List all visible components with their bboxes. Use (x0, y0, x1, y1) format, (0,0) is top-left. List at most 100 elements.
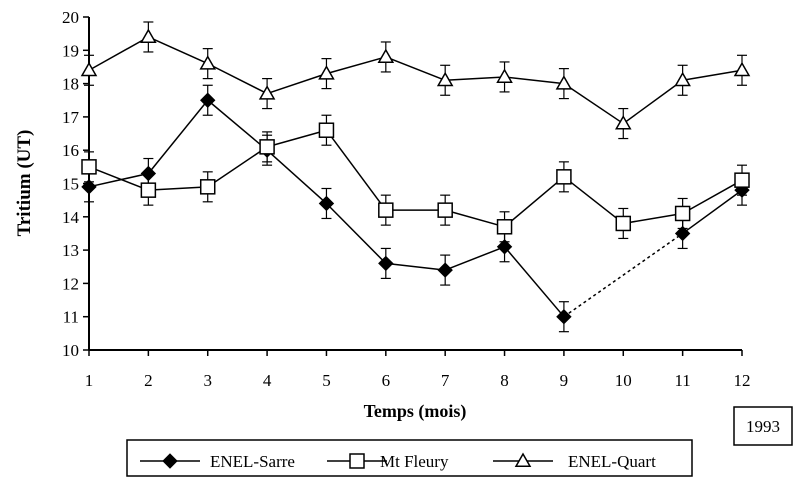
data-point (378, 255, 394, 272)
y-tick-label: 19 (62, 41, 79, 60)
y-tick-label: 11 (63, 308, 79, 327)
series-line-segment (88, 166, 149, 191)
series-line-segment (623, 212, 683, 225)
y-tick-label: 14 (62, 208, 80, 227)
series-layer (80, 21, 751, 333)
y-tick-label: 20 (62, 8, 79, 27)
series-line-segment (563, 176, 624, 225)
data-point (556, 308, 572, 325)
x-tick-label: 3 (203, 371, 212, 390)
series-line-segment (563, 82, 624, 125)
data-point (318, 122, 335, 138)
x-axis-label: Temps (mois) (364, 401, 467, 422)
series-line-segment (266, 149, 327, 205)
data-point (674, 71, 691, 87)
series-line-segment (207, 99, 268, 151)
series-line-segment (444, 209, 505, 228)
x-axis-ticks: 1 2 3 4 5 6 7 8 9 10 11 12 (85, 350, 751, 390)
series-line-segment (148, 186, 208, 191)
y-axis-ticks: 10 11 12 13 14 15 16 17 18 19 20 (62, 8, 89, 360)
series-line-segment (326, 56, 387, 75)
series-line-segment (325, 129, 387, 211)
data-point (437, 202, 453, 218)
x-tick-label: 9 (560, 371, 569, 390)
y-tick-label: 10 (62, 341, 79, 360)
x-tick-label: 6 (382, 371, 391, 390)
series-line-segment (266, 129, 327, 148)
data-point (496, 239, 513, 255)
x-tick-label: 1 (85, 371, 94, 390)
data-point (377, 48, 395, 63)
data-point (674, 205, 691, 222)
y-axis-label: Tritium (UT) (14, 130, 35, 237)
series-line-segment (385, 56, 446, 81)
axes (88, 17, 742, 351)
data-point (199, 55, 217, 70)
series-line-segment (207, 62, 268, 95)
y-tick-label: 15 (62, 175, 79, 194)
series-mt-fleury (81, 114, 750, 243)
series-line-segment (444, 246, 505, 271)
series-line-segment (445, 76, 505, 82)
legend-label: ENEL-Sarre (210, 452, 295, 471)
data-point (496, 68, 513, 83)
legend-marker (162, 453, 178, 469)
x-tick-label: 8 (500, 371, 509, 390)
legend: ENEL-Sarre Mt Fleury ENEL-Quart (126, 439, 693, 477)
series-line-segment (147, 99, 209, 174)
series-line-segment (682, 189, 743, 235)
data-point (199, 179, 216, 195)
x-tick-label: 7 (441, 371, 450, 390)
data-point (81, 179, 97, 195)
series-line-segment (503, 246, 565, 318)
series-line-segment (563, 232, 684, 318)
series-line-segment (622, 79, 684, 125)
series-enel-sarre (81, 84, 750, 333)
data-point (140, 28, 157, 43)
series-line-segment (88, 36, 149, 71)
x-tick-label: 12 (734, 371, 751, 390)
series-line-segment (325, 202, 387, 264)
legend-label: Mt Fleury (380, 452, 449, 471)
y-tick-label: 13 (62, 241, 79, 260)
series-enel-quart (80, 21, 751, 140)
y-tick-label: 18 (62, 75, 79, 94)
data-point (318, 195, 335, 212)
data-point (378, 202, 394, 218)
y-tick-label: 17 (62, 108, 80, 127)
data-point (733, 61, 751, 77)
legend-marker (349, 453, 365, 469)
data-point (615, 215, 632, 232)
data-point (734, 172, 750, 188)
x-tick-label: 4 (263, 371, 272, 390)
series-line-segment (682, 69, 743, 82)
legend-marker (514, 452, 532, 467)
data-point (200, 92, 216, 108)
data-point (80, 61, 98, 77)
series-line-segment (385, 262, 446, 271)
data-point (318, 65, 335, 80)
series-line-segment (207, 146, 268, 188)
annotation-year: 1993 (746, 417, 780, 436)
series-line-segment (88, 172, 149, 188)
series-line-segment (504, 76, 564, 85)
series-line-segment (148, 36, 209, 65)
data-point (496, 219, 513, 235)
data-point (259, 139, 275, 155)
series-line-segment (682, 179, 743, 215)
data-point (556, 169, 572, 185)
series-line-segment (266, 72, 327, 95)
legend-box (126, 439, 693, 477)
legend-label: ENEL-Quart (568, 452, 656, 471)
x-tick-label: 5 (322, 371, 331, 390)
data-point (81, 159, 97, 175)
data-point (614, 115, 632, 130)
data-point (140, 182, 157, 198)
data-point (437, 262, 453, 278)
data-point (674, 225, 691, 242)
data-point (555, 75, 573, 90)
x-tick-label: 11 (674, 371, 690, 390)
data-point (436, 71, 454, 87)
series-line-segment (504, 176, 565, 228)
